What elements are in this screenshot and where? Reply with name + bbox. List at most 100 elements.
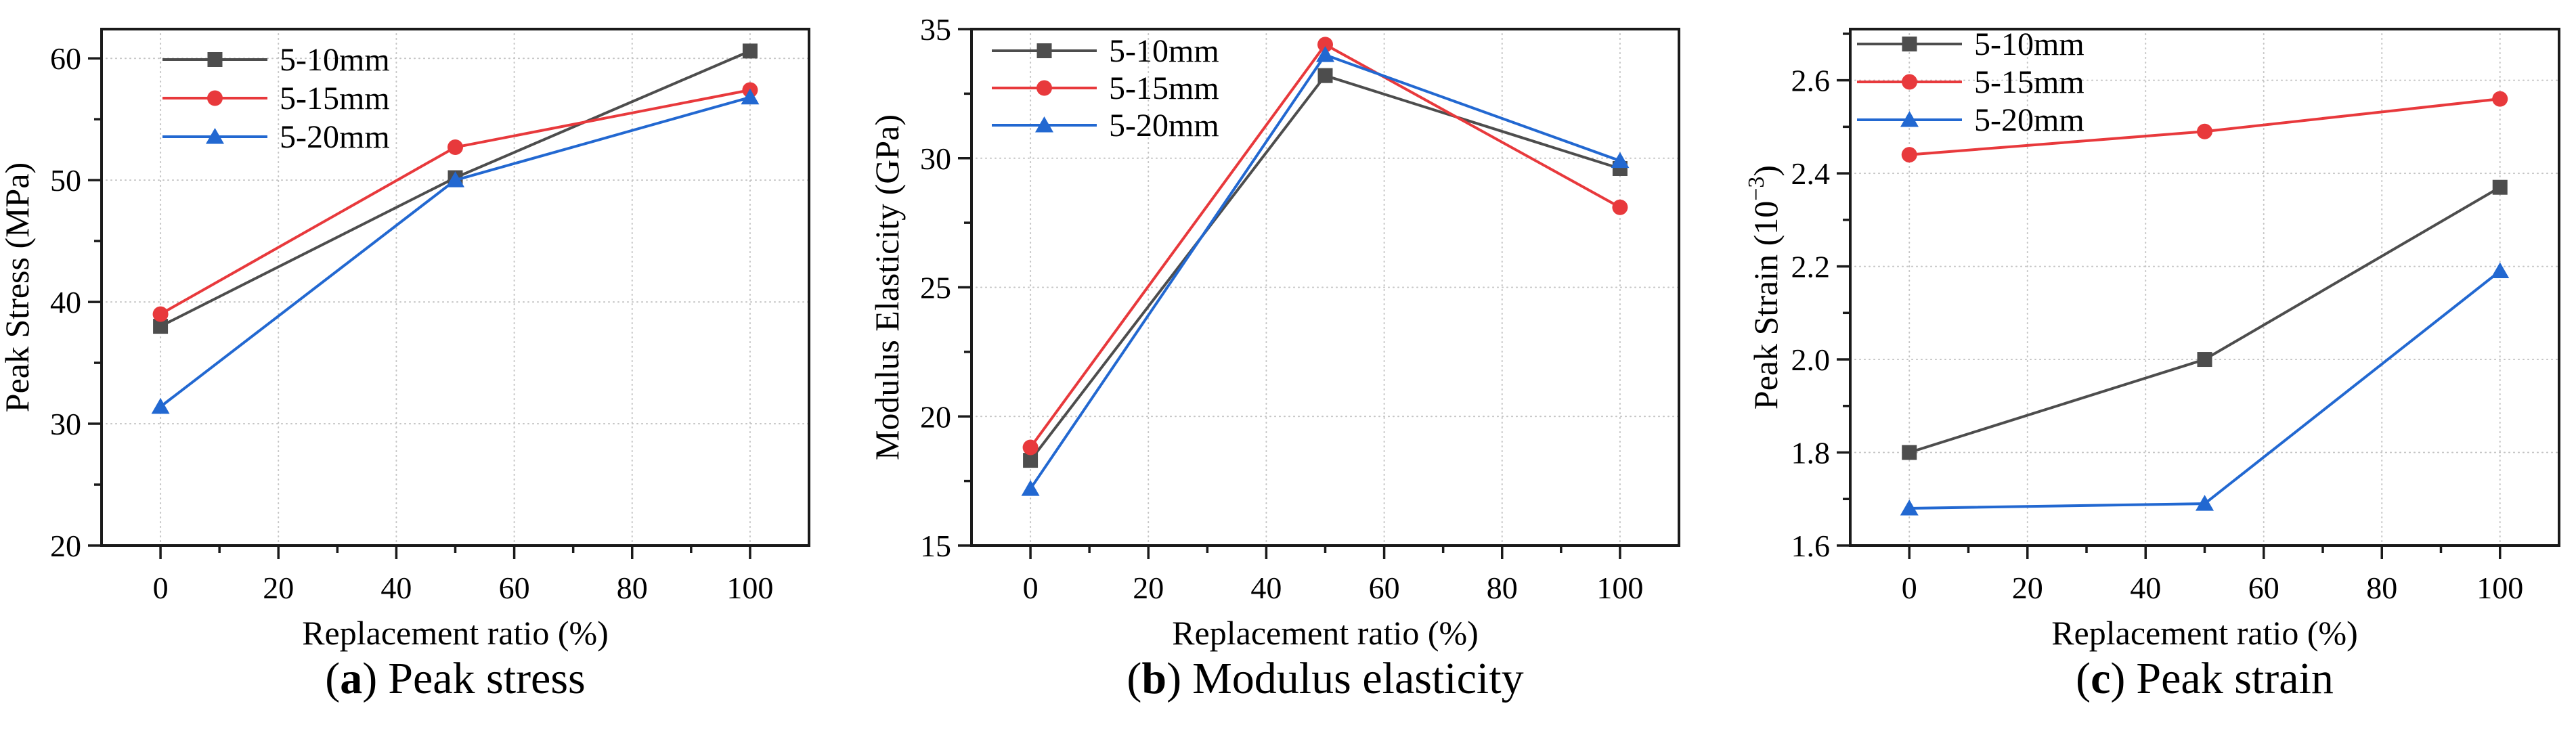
x-tick-label: 60 xyxy=(1369,571,1400,605)
panel-caption-b: (b) Modulus elasticity xyxy=(1127,654,1523,703)
data-point-5-15mm-x0 xyxy=(1022,439,1039,456)
legend-label: 5-10mm xyxy=(280,42,390,78)
y-axis-label: Peak Strain (10−3) xyxy=(1744,165,1785,409)
tick-labels: 0 20 40 60 80 100 15 20 25 30 35 xyxy=(920,12,1643,605)
data-point-5-15mm-x0 xyxy=(1901,147,1917,163)
legend-label: 5-10mm xyxy=(1109,33,1219,69)
x-tick-label: 80 xyxy=(617,571,648,605)
legend-label: 5-15mm xyxy=(280,81,390,116)
y-tick-label: 20 xyxy=(920,399,951,434)
data-point-5-20mm-x0 xyxy=(1021,480,1040,496)
gridlines xyxy=(971,28,1680,546)
chart-panel-a: 5-10mm 5-15mm 5-20mm 0 20 40 60 80 100 20 30 40 50 60… xyxy=(0,0,858,731)
legend-label: 5-15mm xyxy=(1974,64,2084,100)
legend-label: 5-20mm xyxy=(1109,108,1219,143)
panel-caption-a: (a) Peak stress xyxy=(325,654,585,703)
legend-label: 5-20mm xyxy=(280,119,390,155)
y-tick-label: 15 xyxy=(920,529,951,563)
x-tick-label: 40 xyxy=(2130,571,2161,605)
data-point-5-10mm-x0 xyxy=(1902,445,1917,460)
series-group xyxy=(1900,91,2510,516)
data-point-5-20mm-x0 xyxy=(151,397,170,414)
series-line-5-10mm xyxy=(1908,185,2501,454)
data-point-5-15mm-x50 xyxy=(447,139,463,156)
axis-ticks xyxy=(88,57,751,559)
y-tick-label: 20 xyxy=(50,529,81,563)
y-tick-label: 35 xyxy=(920,12,951,47)
legend-marker-square xyxy=(1036,43,1052,58)
legend-marker-circle xyxy=(207,90,223,106)
x-tick-label: 0 xyxy=(153,571,169,605)
panel-caption-c: (c) Peak strain xyxy=(2076,654,2334,703)
legend-marker-triangle xyxy=(1900,111,1919,127)
x-tick-label: 60 xyxy=(2248,571,2279,605)
x-tick-label: 0 xyxy=(1023,571,1039,605)
series-group xyxy=(1021,37,1630,496)
chart-panel-c: 5-10mm 5-15mm 5-20mm 0 20 40 60 80 100 1.6 1.8 2.0 2… xyxy=(1718,0,2576,731)
data-point-5-10mm-x100 xyxy=(2492,179,2508,195)
series-group xyxy=(151,43,760,414)
data-point-5-15mm-x0 xyxy=(152,306,169,322)
data-point-5-15mm-x100 xyxy=(1612,199,1628,215)
x-tick-label: 100 xyxy=(726,571,773,605)
x-tick-label: 100 xyxy=(2476,571,2523,605)
x-tick-label: 40 xyxy=(1250,571,1282,605)
data-point-5-10mm-x50 xyxy=(1317,68,1333,83)
legend-marker-square xyxy=(207,52,223,67)
x-tick-label: 100 xyxy=(1596,571,1643,605)
data-point-5-10mm-x0 xyxy=(153,319,169,334)
axis-ticks xyxy=(958,28,1621,559)
x-tick-label: 80 xyxy=(2366,571,2397,605)
y-tick-label: 2.0 xyxy=(1791,342,1831,377)
tick-labels: 0 20 40 60 80 100 1.6 1.8 2.0 2.2 2.4 2.6 xyxy=(1791,64,2524,605)
tick-labels: 0 20 40 60 80 100 20 30 40 50 60 xyxy=(50,41,773,605)
y-tick-label: 1.6 xyxy=(1791,529,1831,563)
x-tick-label: 20 xyxy=(1133,571,1164,605)
data-point-5-20mm-x0 xyxy=(1900,500,1919,516)
legend-label: 5-10mm xyxy=(1974,26,2084,62)
data-point-5-20mm-x100 xyxy=(1611,152,1630,169)
data-point-5-20mm-x50 xyxy=(2196,495,2214,511)
y-tick-label: 30 xyxy=(920,141,951,176)
x-tick-label: 80 xyxy=(1487,571,1518,605)
y-tick-label: 60 xyxy=(50,41,81,76)
chart-panel-b: 5-10mm 5-15mm 5-20mm 0 20 40 60 80 100 15 20 25 30 35… xyxy=(858,0,1718,731)
legend-marker-triangle xyxy=(1035,116,1053,133)
series-line-5-20mm xyxy=(1909,269,2501,510)
y-tick-label: 2.2 xyxy=(1791,250,1831,284)
y-tick-label: 50 xyxy=(50,163,81,198)
axis-ticks xyxy=(1837,32,2502,559)
x-tick-label: 20 xyxy=(263,571,294,605)
y-tick-label: 25 xyxy=(920,271,951,305)
data-point-5-15mm-x50 xyxy=(1317,37,1333,53)
y-tick-label: 2.4 xyxy=(1791,156,1831,191)
y-tick-label: 30 xyxy=(50,407,81,441)
legend-label: 5-15mm xyxy=(1109,70,1219,106)
data-point-5-20mm-x50 xyxy=(1316,46,1334,62)
y-axis-label: Modulus Elasticity (GPa) xyxy=(868,114,906,460)
y-tick-label: 40 xyxy=(50,285,81,319)
x-tick-label: 60 xyxy=(499,571,530,605)
gridlines xyxy=(1850,28,2560,546)
data-point-5-15mm-x50 xyxy=(2197,123,2212,139)
y-tick-label: 1.8 xyxy=(1791,436,1831,470)
legend-label: 5-20mm xyxy=(1974,102,2084,138)
data-point-5-15mm-x100 xyxy=(2492,91,2508,107)
x-axis-label: Replacement ratio (%) xyxy=(302,614,609,652)
x-axis-label: Replacement ratio (%) xyxy=(2051,614,2358,652)
y-axis-label: Peak Stress (MPa) xyxy=(0,162,36,412)
x-axis-label: Replacement ratio (%) xyxy=(1172,614,1479,652)
data-point-5-10mm-x50 xyxy=(2197,352,2212,368)
y-tick-label: 2.6 xyxy=(1791,64,1831,98)
legend-marker-square xyxy=(1902,37,1917,51)
legend-marker-triangle xyxy=(206,128,224,144)
plot-frame xyxy=(1849,28,2560,547)
data-point-5-10mm-x100 xyxy=(742,43,758,59)
